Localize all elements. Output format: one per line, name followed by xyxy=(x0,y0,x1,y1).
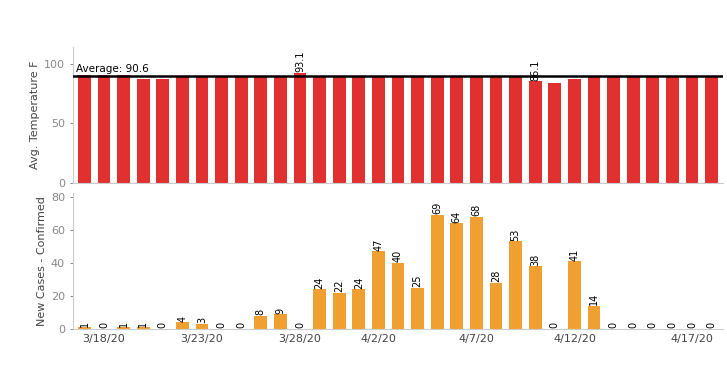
Bar xyxy=(529,81,542,183)
Text: 41: 41 xyxy=(569,248,579,261)
Bar xyxy=(509,76,522,183)
Bar xyxy=(411,288,424,329)
Bar xyxy=(372,251,385,329)
Text: 0: 0 xyxy=(608,322,619,328)
Text: 0: 0 xyxy=(158,322,168,328)
Bar xyxy=(294,73,306,183)
Bar xyxy=(176,322,189,329)
Bar xyxy=(529,266,542,329)
Text: 14: 14 xyxy=(589,293,599,305)
Bar xyxy=(274,314,287,329)
Text: 40: 40 xyxy=(393,250,403,262)
Bar xyxy=(392,263,404,329)
Bar xyxy=(509,241,522,329)
Bar xyxy=(137,328,150,329)
Bar xyxy=(470,217,483,329)
Bar xyxy=(686,76,699,183)
Text: Niger: Niger xyxy=(7,12,58,31)
Bar xyxy=(666,76,679,183)
Text: 0: 0 xyxy=(550,322,560,328)
Bar xyxy=(470,76,483,183)
Bar xyxy=(274,76,287,183)
Text: 8: 8 xyxy=(256,309,266,315)
Text: 0: 0 xyxy=(667,322,678,328)
Text: 24: 24 xyxy=(354,276,364,289)
Bar xyxy=(431,76,443,183)
Bar xyxy=(196,324,209,329)
Bar xyxy=(392,76,404,183)
Text: - Daily Avg. Temperature F vs COVID New Cases (Confirmed): - Daily Avg. Temperature F vs COVID New … xyxy=(49,12,558,31)
Text: 0: 0 xyxy=(648,322,658,328)
Bar xyxy=(607,76,620,183)
Text: 0: 0 xyxy=(295,322,305,328)
Text: 1: 1 xyxy=(119,321,129,327)
Text: 53: 53 xyxy=(510,229,521,241)
Bar xyxy=(353,289,365,329)
Text: 0: 0 xyxy=(628,322,638,328)
Bar xyxy=(313,76,326,183)
Bar xyxy=(372,76,385,183)
Text: 86.1: 86.1 xyxy=(530,59,540,80)
Text: 1: 1 xyxy=(138,321,148,327)
Bar xyxy=(431,215,443,329)
Bar xyxy=(705,76,718,183)
Bar xyxy=(97,75,111,183)
Bar xyxy=(313,289,326,329)
Bar xyxy=(215,76,228,183)
Y-axis label: New Cases - Confirmed: New Cases - Confirmed xyxy=(37,196,47,326)
Text: 0: 0 xyxy=(99,322,109,328)
Text: 3: 3 xyxy=(197,318,207,324)
Bar xyxy=(548,83,561,183)
Bar xyxy=(137,79,150,183)
Text: 0: 0 xyxy=(217,322,227,328)
Bar xyxy=(587,76,601,183)
Bar xyxy=(411,76,424,183)
Text: 22: 22 xyxy=(334,279,345,292)
Bar xyxy=(117,328,130,329)
Bar xyxy=(568,79,581,183)
Text: 0: 0 xyxy=(687,322,697,328)
Bar xyxy=(235,76,248,183)
Bar xyxy=(254,316,268,329)
Bar xyxy=(646,76,659,183)
Y-axis label: Avg. Temperature F: Avg. Temperature F xyxy=(30,60,40,169)
Bar xyxy=(490,283,502,329)
Bar xyxy=(176,76,189,183)
Bar xyxy=(156,79,169,183)
Text: Average: 90.6: Average: 90.6 xyxy=(76,64,149,74)
Bar xyxy=(451,76,463,183)
Bar xyxy=(587,306,601,329)
Text: 24: 24 xyxy=(315,276,325,289)
Text: 93.1: 93.1 xyxy=(295,51,305,72)
Text: 9: 9 xyxy=(276,307,286,313)
Text: 1: 1 xyxy=(79,321,89,327)
Text: 47: 47 xyxy=(374,238,383,251)
Bar xyxy=(78,75,91,183)
Bar xyxy=(254,76,268,183)
Bar xyxy=(78,328,91,329)
Text: 0: 0 xyxy=(707,322,717,328)
Text: 69: 69 xyxy=(433,202,442,214)
Bar xyxy=(490,76,502,183)
Bar xyxy=(627,76,640,183)
Bar xyxy=(451,223,463,329)
Bar xyxy=(333,293,345,329)
Bar xyxy=(117,75,130,183)
Text: 25: 25 xyxy=(413,275,422,287)
Bar xyxy=(568,261,581,329)
Text: 38: 38 xyxy=(530,253,540,266)
Text: 68: 68 xyxy=(471,203,481,216)
Bar xyxy=(333,76,345,183)
Text: 0: 0 xyxy=(236,322,246,328)
Bar xyxy=(353,76,365,183)
Text: 4: 4 xyxy=(177,316,188,322)
Text: 64: 64 xyxy=(451,210,462,223)
Text: 28: 28 xyxy=(491,270,501,282)
Bar xyxy=(196,76,209,183)
